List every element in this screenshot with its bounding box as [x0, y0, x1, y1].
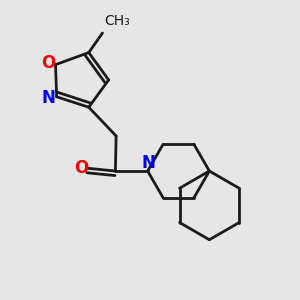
Text: O: O [41, 54, 55, 72]
Text: N: N [141, 154, 155, 172]
Text: N: N [42, 89, 56, 107]
Text: O: O [74, 158, 88, 176]
Text: CH₃: CH₃ [105, 14, 130, 28]
